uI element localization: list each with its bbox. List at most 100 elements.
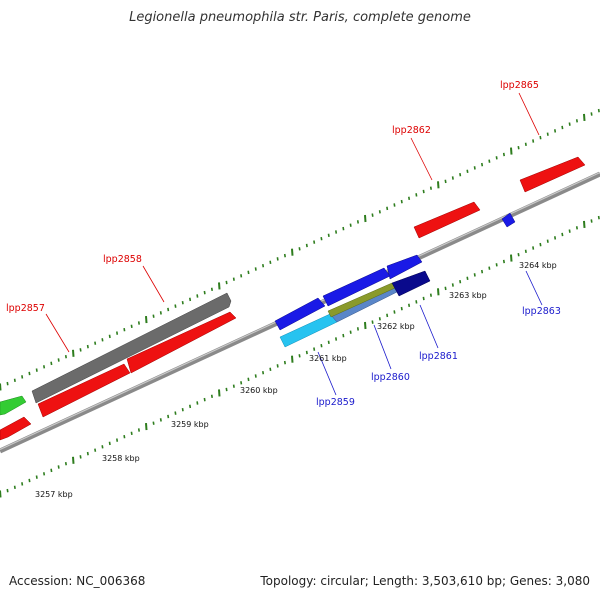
upper-tick [6, 381, 9, 386]
lower-tick [400, 306, 403, 311]
lower-tick [152, 421, 155, 425]
tick-row-lower [0, 215, 600, 498]
leader-lpp2857 [45, 313, 70, 353]
upper-tick [532, 139, 535, 143]
lower-tick [108, 441, 111, 446]
upper-tick [64, 354, 67, 359]
upper-tick [327, 233, 330, 238]
gene-label-lpp2859[interactable]: lpp2859 [316, 397, 355, 408]
gene-lpp2863-small[interactable] [501, 212, 516, 228]
upper-tick [50, 361, 53, 366]
upper-tick [218, 282, 221, 290]
forward-genes [0, 156, 586, 441]
upper-tick [28, 371, 31, 376]
upper-tick [72, 349, 75, 357]
upper-tick [575, 119, 578, 123]
gene-label-lpp2858[interactable]: lpp2858 [103, 254, 142, 265]
leader-lpp2861 [419, 304, 439, 349]
upper-tick [174, 304, 177, 308]
gene-lpp2865-red[interactable] [519, 156, 586, 193]
upper-tick [364, 214, 367, 223]
genome-summary-text: Topology: circular; Length: 3,503,610 bp… [260, 574, 590, 588]
upper-tick [21, 375, 24, 379]
lower-tick [269, 367, 272, 372]
lower-tick [123, 434, 126, 439]
upper-tick [422, 189, 425, 194]
lower-tick [451, 283, 454, 287]
lower-tick [13, 485, 16, 490]
lower-tick [371, 320, 374, 324]
upper-tick [539, 135, 542, 140]
upper-tick [189, 297, 192, 302]
gene-label-lpp2862[interactable]: lpp2862 [392, 125, 431, 136]
gene-label-lpp2860[interactable]: lpp2860 [371, 372, 410, 383]
lower-tick [57, 465, 60, 469]
lower-tick [473, 273, 476, 277]
upper-tick [247, 270, 250, 275]
lower-tick [196, 401, 199, 405]
upper-tick [196, 294, 199, 298]
lower-tick [79, 455, 82, 459]
lower-tick [64, 461, 67, 466]
tick-row-upper [0, 108, 600, 391]
upper-tick [356, 220, 359, 224]
upper-tick [590, 112, 593, 116]
upper-tick [437, 181, 440, 189]
lower-tick [50, 468, 53, 473]
gene-lpp2856-partial[interactable] [0, 395, 27, 416]
lower-tick [378, 317, 381, 321]
kbp-label-3264: 3264 kbp [519, 261, 557, 270]
upper-tick [232, 277, 235, 281]
upper-tick [152, 314, 155, 318]
lower-tick [583, 220, 586, 228]
upper-tick [123, 327, 126, 332]
leader-lines [45, 92, 543, 396]
upper-tick [466, 169, 469, 174]
upper-tick [386, 206, 389, 211]
leader-lpp2860 [373, 324, 392, 370]
lower-tick [35, 475, 38, 479]
leader-lpp2862 [410, 137, 433, 181]
upper-tick [568, 122, 571, 126]
kbp-label-3262: 3262 kbp [377, 322, 415, 331]
lower-tick [254, 374, 257, 378]
upper-tick [546, 132, 549, 136]
lower-tick [415, 300, 418, 304]
upper-tick [291, 248, 294, 256]
lower-tick [466, 276, 469, 281]
gene-lpp2855-partial[interactable] [0, 416, 32, 441]
lower-tick [94, 448, 97, 452]
gene-lpp2858-block[interactable] [31, 292, 232, 404]
lower-tick [532, 246, 535, 250]
gene-label-lpp2863[interactable]: lpp2863 [522, 306, 561, 317]
gene-lpp2859-blue[interactable] [274, 297, 326, 331]
map-title: Legionella pneumophila str. Paris, compl… [129, 10, 471, 25]
lower-tick [86, 451, 89, 456]
upper-tick [583, 113, 586, 121]
gene-lpp2862-red[interactable] [413, 201, 481, 239]
upper-tick [79, 348, 82, 352]
upper-tick [57, 358, 60, 362]
lower-tick [575, 226, 578, 230]
gene-label-lpp2857[interactable]: lpp2857 [6, 303, 45, 314]
gene-lpp2861-blue[interactable] [386, 254, 423, 280]
upper-tick [159, 311, 162, 315]
lower-tick [174, 411, 177, 415]
lower-tick [43, 472, 46, 476]
lower-tick [561, 232, 564, 237]
gene-label-lpp2861[interactable]: lpp2861 [419, 351, 458, 362]
lower-tick [364, 321, 367, 330]
upper-tick [167, 307, 170, 312]
upper-tick [524, 142, 527, 147]
gene-lpp2858-red[interactable] [126, 311, 237, 374]
leader-lpp2859 [317, 351, 337, 396]
upper-tick [473, 166, 476, 170]
lower-tick [481, 269, 484, 274]
lower-tick [429, 293, 432, 297]
gene-lpp2861-navy[interactable] [391, 270, 431, 297]
gene-lpp2857-block[interactable] [37, 363, 131, 418]
lower-tick [167, 414, 170, 419]
upper-tick [400, 199, 403, 204]
gene-label-lpp2865[interactable]: lpp2865 [500, 80, 539, 91]
lower-tick [510, 254, 513, 262]
